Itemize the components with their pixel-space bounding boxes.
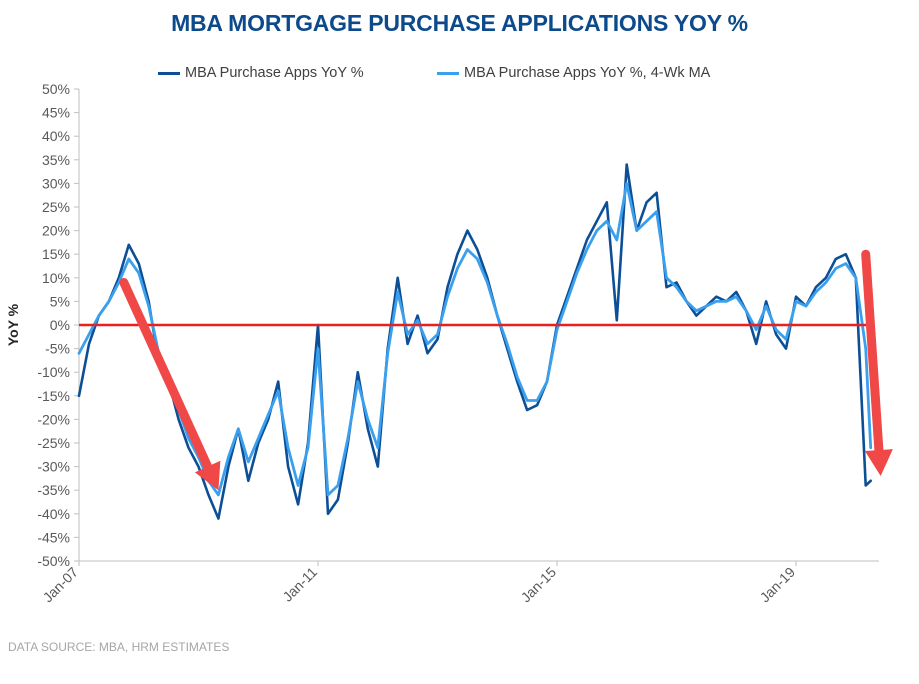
y-tick-label: 25% [42,199,70,215]
trend-arrow-head [864,449,893,477]
y-tick-label: -15% [37,388,70,404]
y-tick-label: 0% [50,317,70,333]
y-tick-label: 5% [50,293,70,309]
y-tick-label: -40% [37,506,70,522]
y-tick-label: 10% [42,270,70,286]
y-tick-label: -5% [45,341,70,357]
legend-swatch-raw [158,71,180,75]
y-tick-label: -35% [37,482,70,498]
y-tick-label: 50% [42,81,70,97]
trend-arrow-head [194,460,221,491]
x-tick-label: Jan-19 [757,564,799,606]
y-tick-label: 45% [42,105,70,121]
x-tick-label: Jan-11 [279,564,320,605]
x-tick-label: Jan-07 [40,564,82,606]
y-tick-label: -45% [37,529,70,545]
legend-item-ma: MBA Purchase Apps YoY %, 4-Wk MA [437,63,710,83]
chart-title: MBA MORTGAGE PURCHASE APPLICATIONS YOY % [171,10,748,36]
trend-arrow-shaft [861,249,884,455]
y-tick-label: -30% [37,459,70,475]
series-line-raw [77,163,873,520]
y-axis-title: YoY % [5,303,21,346]
y-tick-label: 20% [42,223,70,239]
y-tick-label: -50% [37,553,70,569]
legend-label-raw: MBA Purchase Apps YoY % [185,65,364,81]
y-tick-label: 35% [42,152,70,168]
y-tick-label: 30% [42,175,70,191]
legend: MBA Purchase Apps YoY % MBA Purchase App… [0,63,919,83]
legend-label-ma: MBA Purchase Apps YoY %, 4-Wk MA [464,65,711,81]
y-tick-label: 15% [42,246,70,262]
y-tick-label: 40% [42,128,70,144]
series-line-ma [77,181,873,497]
trend-arrow-shaft [119,278,213,472]
x-tick-label: Jan-15 [518,564,560,606]
source-note: DATA SOURCE: MBA, HRM ESTIMATES [8,640,230,654]
y-tick-label: -10% [37,364,70,380]
legend-swatch-ma [437,71,459,75]
y-tick-label: -20% [37,411,70,427]
legend-item-raw: MBA Purchase Apps YoY % [158,63,364,83]
y-tick-label: -25% [37,435,70,451]
